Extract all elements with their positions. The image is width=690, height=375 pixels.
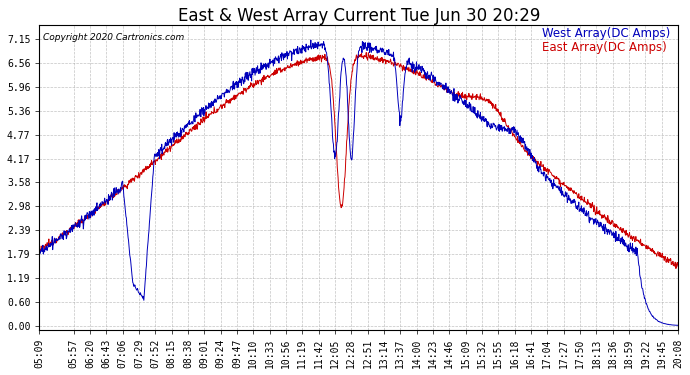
Line: West Array(DC Amps): West Array(DC Amps) xyxy=(39,53,678,268)
West Array(DC Amps) xyxy=(85,213,93,217)
Line: East Array(DC Amps): East Array(DC Amps) xyxy=(39,40,678,325)
West Array(DC Amps) xyxy=(35,248,43,253)
East Array(DC Amps) xyxy=(399,90,407,94)
Legend: West Array(DC Amps), East Array(DC Amps): West Array(DC Amps), East Array(DC Amps) xyxy=(539,25,672,56)
East Array(DC Amps) xyxy=(306,38,315,42)
East Array(DC Amps) xyxy=(85,217,93,221)
West Array(DC Amps) xyxy=(362,50,371,55)
East Array(DC Amps) xyxy=(331,154,339,158)
West Array(DC Amps) xyxy=(674,261,682,265)
East Array(DC Amps) xyxy=(674,323,682,327)
West Array(DC Amps) xyxy=(110,194,119,198)
East Array(DC Amps) xyxy=(306,43,315,47)
East Array(DC Amps) xyxy=(320,43,328,47)
West Array(DC Amps) xyxy=(319,54,328,59)
East Array(DC Amps) xyxy=(35,251,43,255)
West Array(DC Amps) xyxy=(306,56,315,61)
West Array(DC Amps) xyxy=(672,266,680,271)
West Array(DC Amps) xyxy=(399,63,407,68)
Text: Copyright 2020 Cartronics.com: Copyright 2020 Cartronics.com xyxy=(43,33,184,42)
East Array(DC Amps) xyxy=(110,189,119,194)
West Array(DC Amps) xyxy=(331,125,339,129)
Title: East & West Array Current Tue Jun 30 20:29: East & West Array Current Tue Jun 30 20:… xyxy=(177,7,540,25)
